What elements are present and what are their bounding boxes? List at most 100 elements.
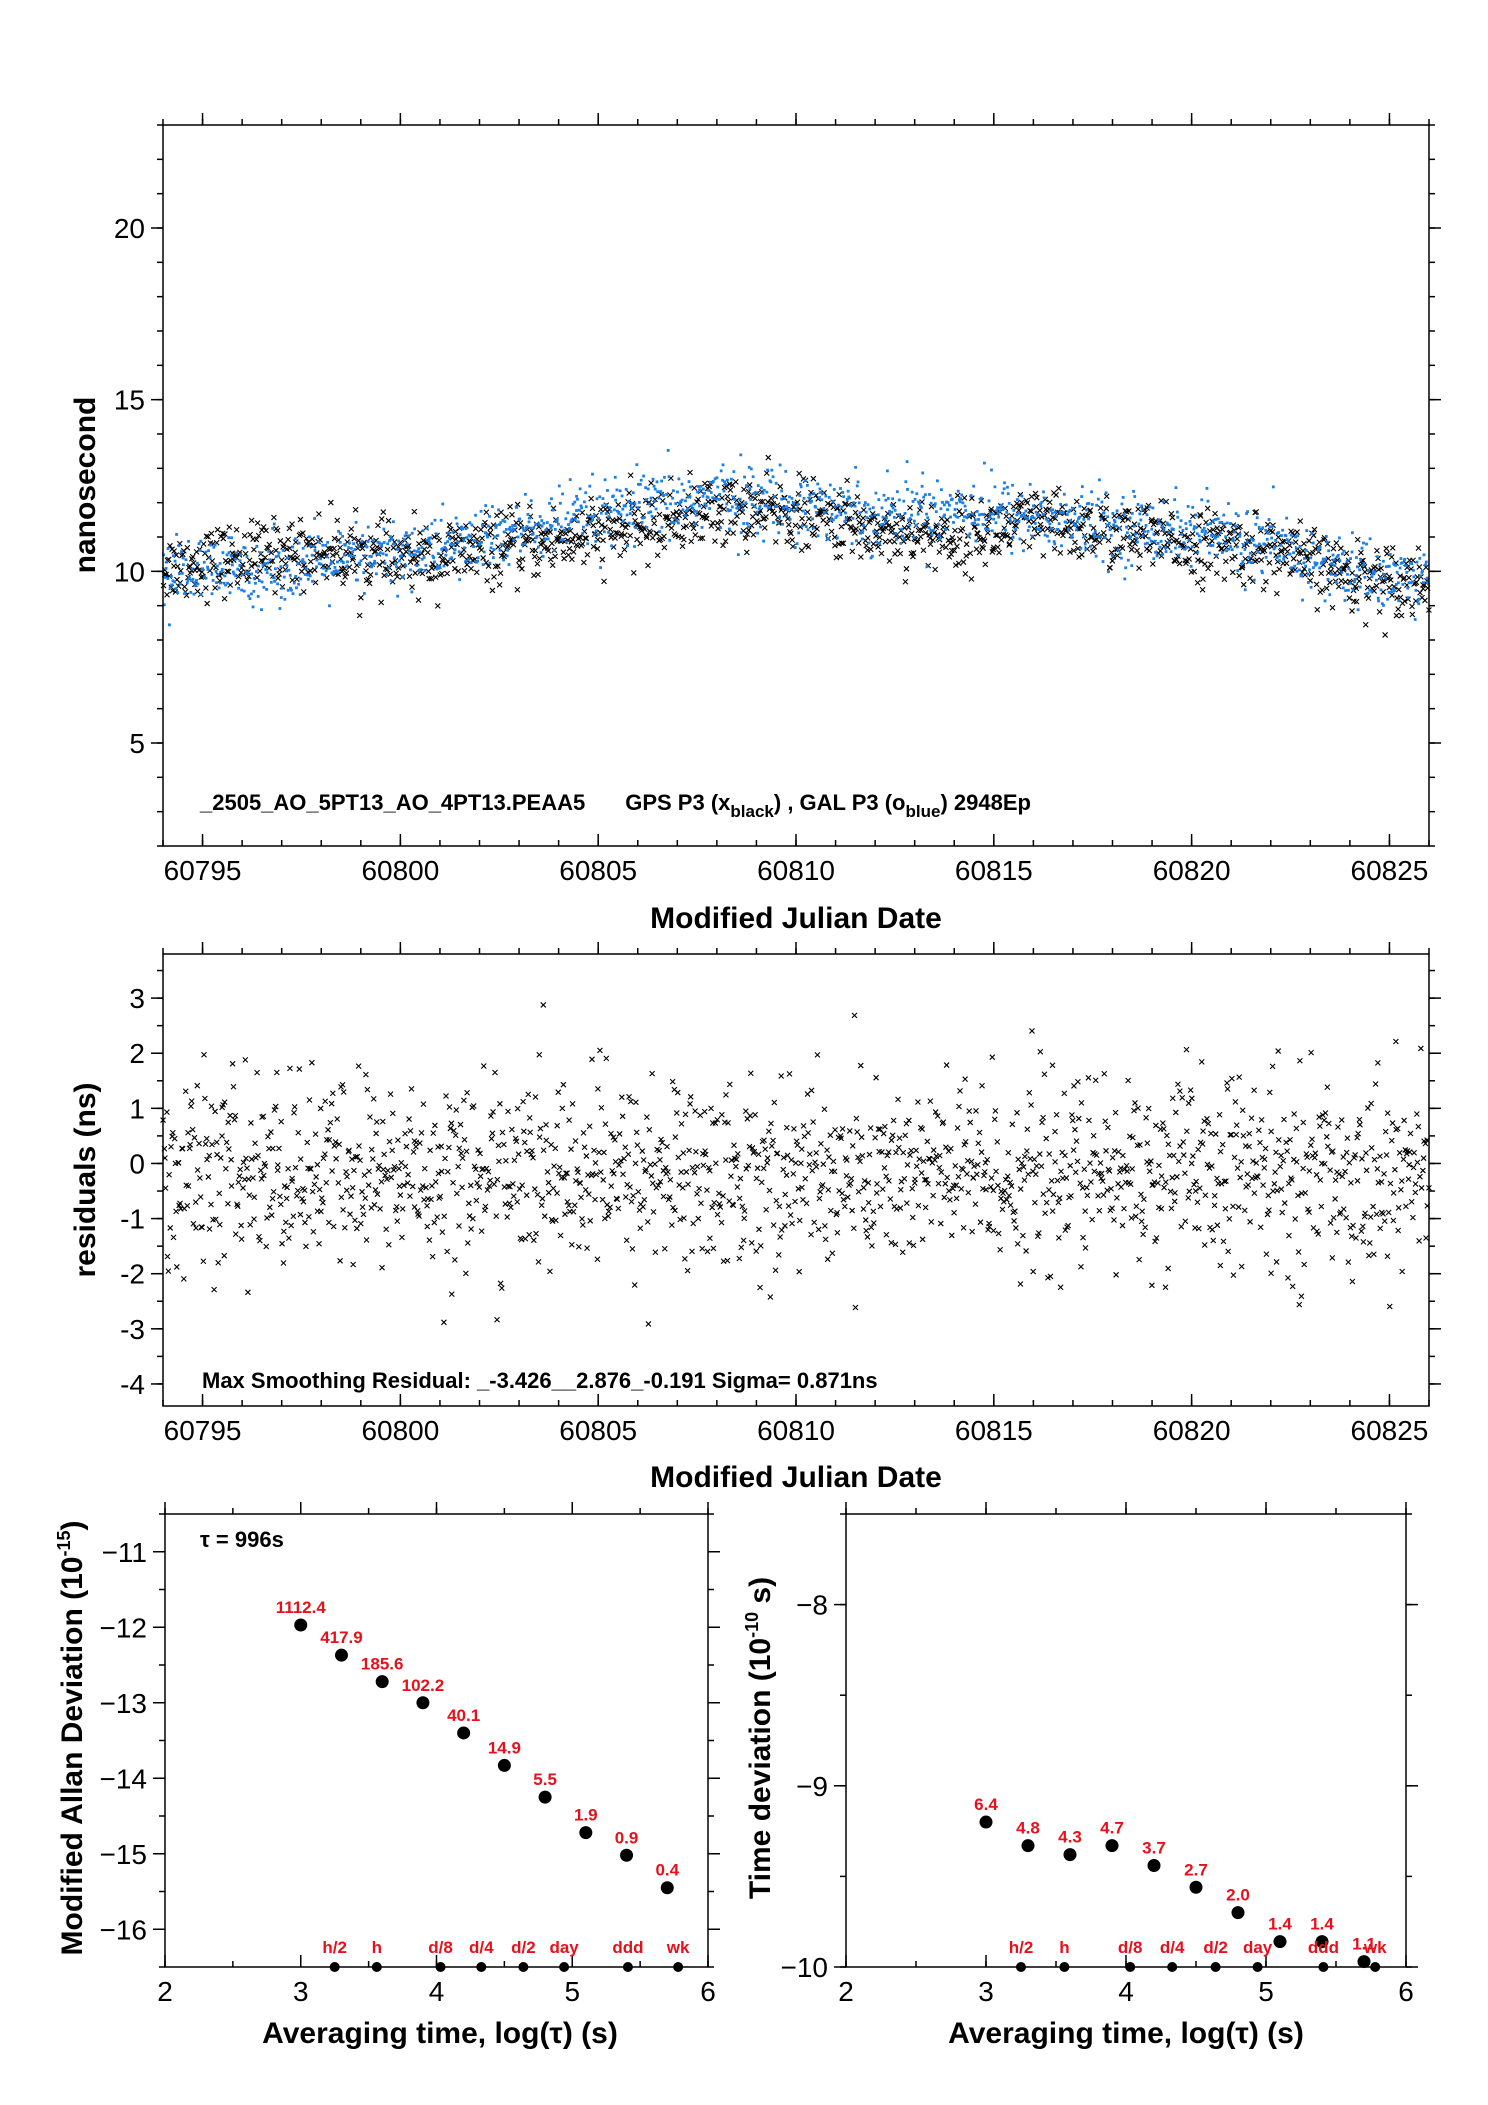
data-point-x [660,1193,667,1200]
data-point-x [709,1204,716,1211]
data-point-x [600,1177,607,1183]
data-point-x [461,1136,468,1143]
data-point-dot [1096,535,1100,538]
data-point-x [920,1158,927,1165]
data-point-x [737,1175,744,1182]
data-point-x [1146,1168,1153,1175]
data-point-x [1338,578,1345,584]
data-point-x [181,583,188,590]
data-point-dot [1080,495,1084,498]
deviation-point-label: 0.4 [655,1861,679,1880]
data-point-dot [255,570,258,573]
data-point-x [649,1070,656,1077]
x-tick-label: 6 [1398,1976,1414,2007]
data-point-x [271,1107,278,1113]
data-point-dot [199,593,203,596]
data-point-x [912,1176,918,1183]
data-point-dot [968,532,972,536]
data-point-dot [536,545,540,549]
data-point-x [879,1149,885,1155]
data-point-x [1261,1164,1268,1171]
data-point-x [615,1205,622,1212]
data-point-dot [1353,580,1356,584]
data-point-x [731,1142,737,1149]
data-point-x [855,1154,861,1161]
data-point-dot [1190,545,1194,549]
data-point-dot [1334,574,1337,577]
data-point-dot [1175,510,1179,514]
data-point-x [751,1148,758,1155]
data-point-dot [284,569,288,573]
data-point-x [874,1180,880,1187]
data-point-x [468,1226,474,1232]
data-point-dot [1246,510,1249,514]
data-point-dot [1293,535,1297,539]
data-point-dot [254,581,257,585]
data-point-dot [922,495,926,499]
data-point-x [788,1157,795,1163]
data-point-x [1239,1107,1246,1114]
data-point-x [1273,590,1280,597]
data-point-x [196,1140,202,1147]
data-point-x [862,1217,869,1223]
data-point-dot [1135,540,1139,544]
data-point-dot [1228,522,1232,525]
data-point-x [1409,603,1415,610]
data-point-dot [418,550,422,554]
data-point-x [560,1081,567,1088]
data-point-x [771,1099,778,1106]
data-point-x [1401,598,1408,605]
data-point-dot [448,557,452,561]
data-point-x [1257,1224,1264,1231]
data-point-dot [926,516,930,520]
data-point-dot [191,577,195,581]
data-point-dot [618,489,622,493]
data-point-dot [1290,541,1294,545]
data-point-x [889,1132,896,1139]
data-point-dot [595,497,599,501]
data-point-x [480,555,487,561]
data-point-dot [452,551,456,555]
data-point-x [285,1165,291,1172]
data-point-x [557,1232,564,1239]
data-point-x [412,570,419,576]
data-point-dot [306,577,310,581]
data-point-dot [706,496,710,499]
data-point-dot [1054,515,1058,518]
data-point-x [1124,1168,1131,1175]
data-point-dot [507,563,511,566]
data-point-x [410,1149,417,1155]
data-point-dot [1072,522,1076,525]
residuals-marks [160,1002,1432,1327]
data-point-dot [1396,581,1400,585]
data-point-x [1072,1126,1078,1133]
data-point-dot [828,483,832,487]
data-point-x [1135,1105,1141,1111]
data-point-x [1394,1125,1401,1132]
data-point-dot [936,479,939,483]
data-point-x [595,1086,601,1092]
data-point-x [1327,1167,1334,1174]
data-point-dot [236,567,240,571]
data-point-x [1343,1149,1350,1156]
data-point-x [285,1235,292,1242]
data-point-dot [1139,518,1143,522]
data-point-dot [174,587,178,591]
data-point-dot [963,504,967,508]
data-point-x [1309,1136,1315,1143]
data-point-x [532,1094,539,1100]
data-point-x [645,562,651,569]
data-point-dot [316,535,320,539]
deviation-point [416,1696,430,1710]
data-point-x [463,1148,470,1155]
data-point-dot [1196,550,1200,554]
data-point-x [1263,578,1269,585]
data-point-dot [693,509,696,513]
data-point-x [1123,1162,1130,1169]
data-point-x [383,1226,390,1233]
caption-gal-sub: blue [905,802,940,821]
data-point-x [963,552,970,559]
data-point-dot [1018,537,1022,541]
data-point-dot [1346,572,1349,576]
data-point-dot [320,572,324,576]
